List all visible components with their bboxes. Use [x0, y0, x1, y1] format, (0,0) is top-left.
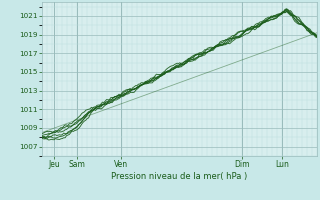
X-axis label: Pression niveau de la mer( hPa ): Pression niveau de la mer( hPa ) [111, 172, 247, 181]
